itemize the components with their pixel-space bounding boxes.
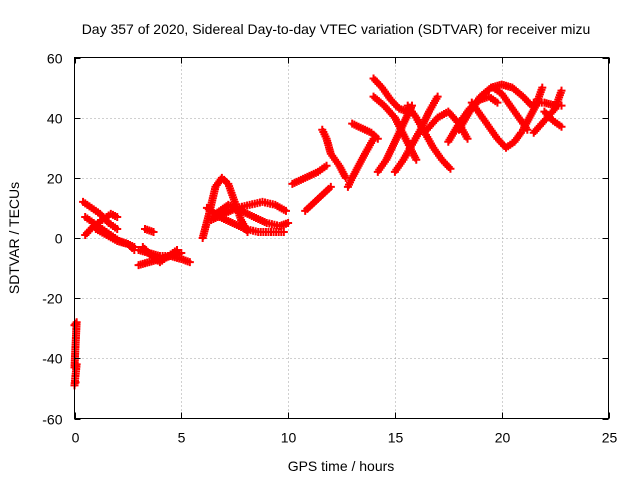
- series-arc-n: [301, 182, 335, 215]
- series-arc-ad: [529, 86, 566, 137]
- data-point: [493, 98, 502, 107]
- data-point: [446, 164, 455, 173]
- data-point: [173, 246, 182, 255]
- data-point: [373, 134, 382, 143]
- x-tick-label: 10: [281, 430, 297, 446]
- data-point: [284, 218, 293, 227]
- y-tick-label: 20: [47, 171, 63, 187]
- data-point: [279, 227, 288, 236]
- data-point: [149, 227, 158, 236]
- x-tick-label: 25: [602, 430, 618, 446]
- chart-title: Day 357 of 2020, Sidereal Day-to-day VTE…: [82, 21, 591, 37]
- axis-ticks: 0 5 10 15 20 25 -60 -40 -20 0 20 40 60: [42, 51, 617, 446]
- series-arc-z: [467, 98, 525, 152]
- data-point: [326, 182, 335, 191]
- series-arc-o: [318, 125, 350, 182]
- data-point: [71, 378, 80, 387]
- series-arc-b: [81, 209, 122, 239]
- data-point: [433, 92, 442, 101]
- x-axis-label: GPS time / hours: [288, 458, 395, 474]
- series-arc-g: [138, 243, 182, 267]
- y-tick-label: 0: [55, 231, 63, 247]
- series-arc-m: [288, 161, 331, 188]
- y-tick-label: -60: [42, 412, 62, 428]
- data-point: [281, 206, 290, 215]
- data-point: [538, 83, 547, 92]
- x-tick-label: 5: [178, 430, 186, 446]
- data-point: [322, 161, 331, 170]
- data-point: [557, 122, 566, 131]
- x-tick-label: 20: [495, 430, 511, 446]
- data-points: [70, 74, 566, 390]
- x-tick-label: 15: [388, 430, 404, 446]
- series-arc-a: [79, 197, 122, 233]
- y-axis-label: SDTVAR / TECUs: [6, 182, 22, 294]
- series-arc-t: [373, 101, 416, 176]
- data-point: [185, 258, 194, 267]
- series-arc-j: [202, 203, 288, 236]
- data-point: [412, 155, 421, 164]
- series-arc-q: [348, 119, 382, 143]
- series-arc-l: [211, 200, 293, 230]
- series-arc-u: [390, 92, 442, 176]
- series-arc-h: [140, 224, 158, 236]
- data-point: [113, 224, 122, 233]
- y-tick-label: 60: [47, 51, 63, 67]
- series-arc-p: [343, 134, 378, 191]
- y-tick-label: 40: [47, 111, 63, 127]
- series-arc-v: [403, 101, 455, 173]
- x-tick-label: 0: [72, 430, 80, 446]
- data-point: [557, 86, 566, 95]
- series-arc-ae: [540, 107, 566, 131]
- data-point: [463, 134, 472, 143]
- data-point: [113, 212, 122, 221]
- series-arc-w: [422, 107, 472, 143]
- y-tick-label: -40: [42, 351, 62, 367]
- series-arc-d: [91, 224, 139, 255]
- y-tick-label: -20: [42, 291, 62, 307]
